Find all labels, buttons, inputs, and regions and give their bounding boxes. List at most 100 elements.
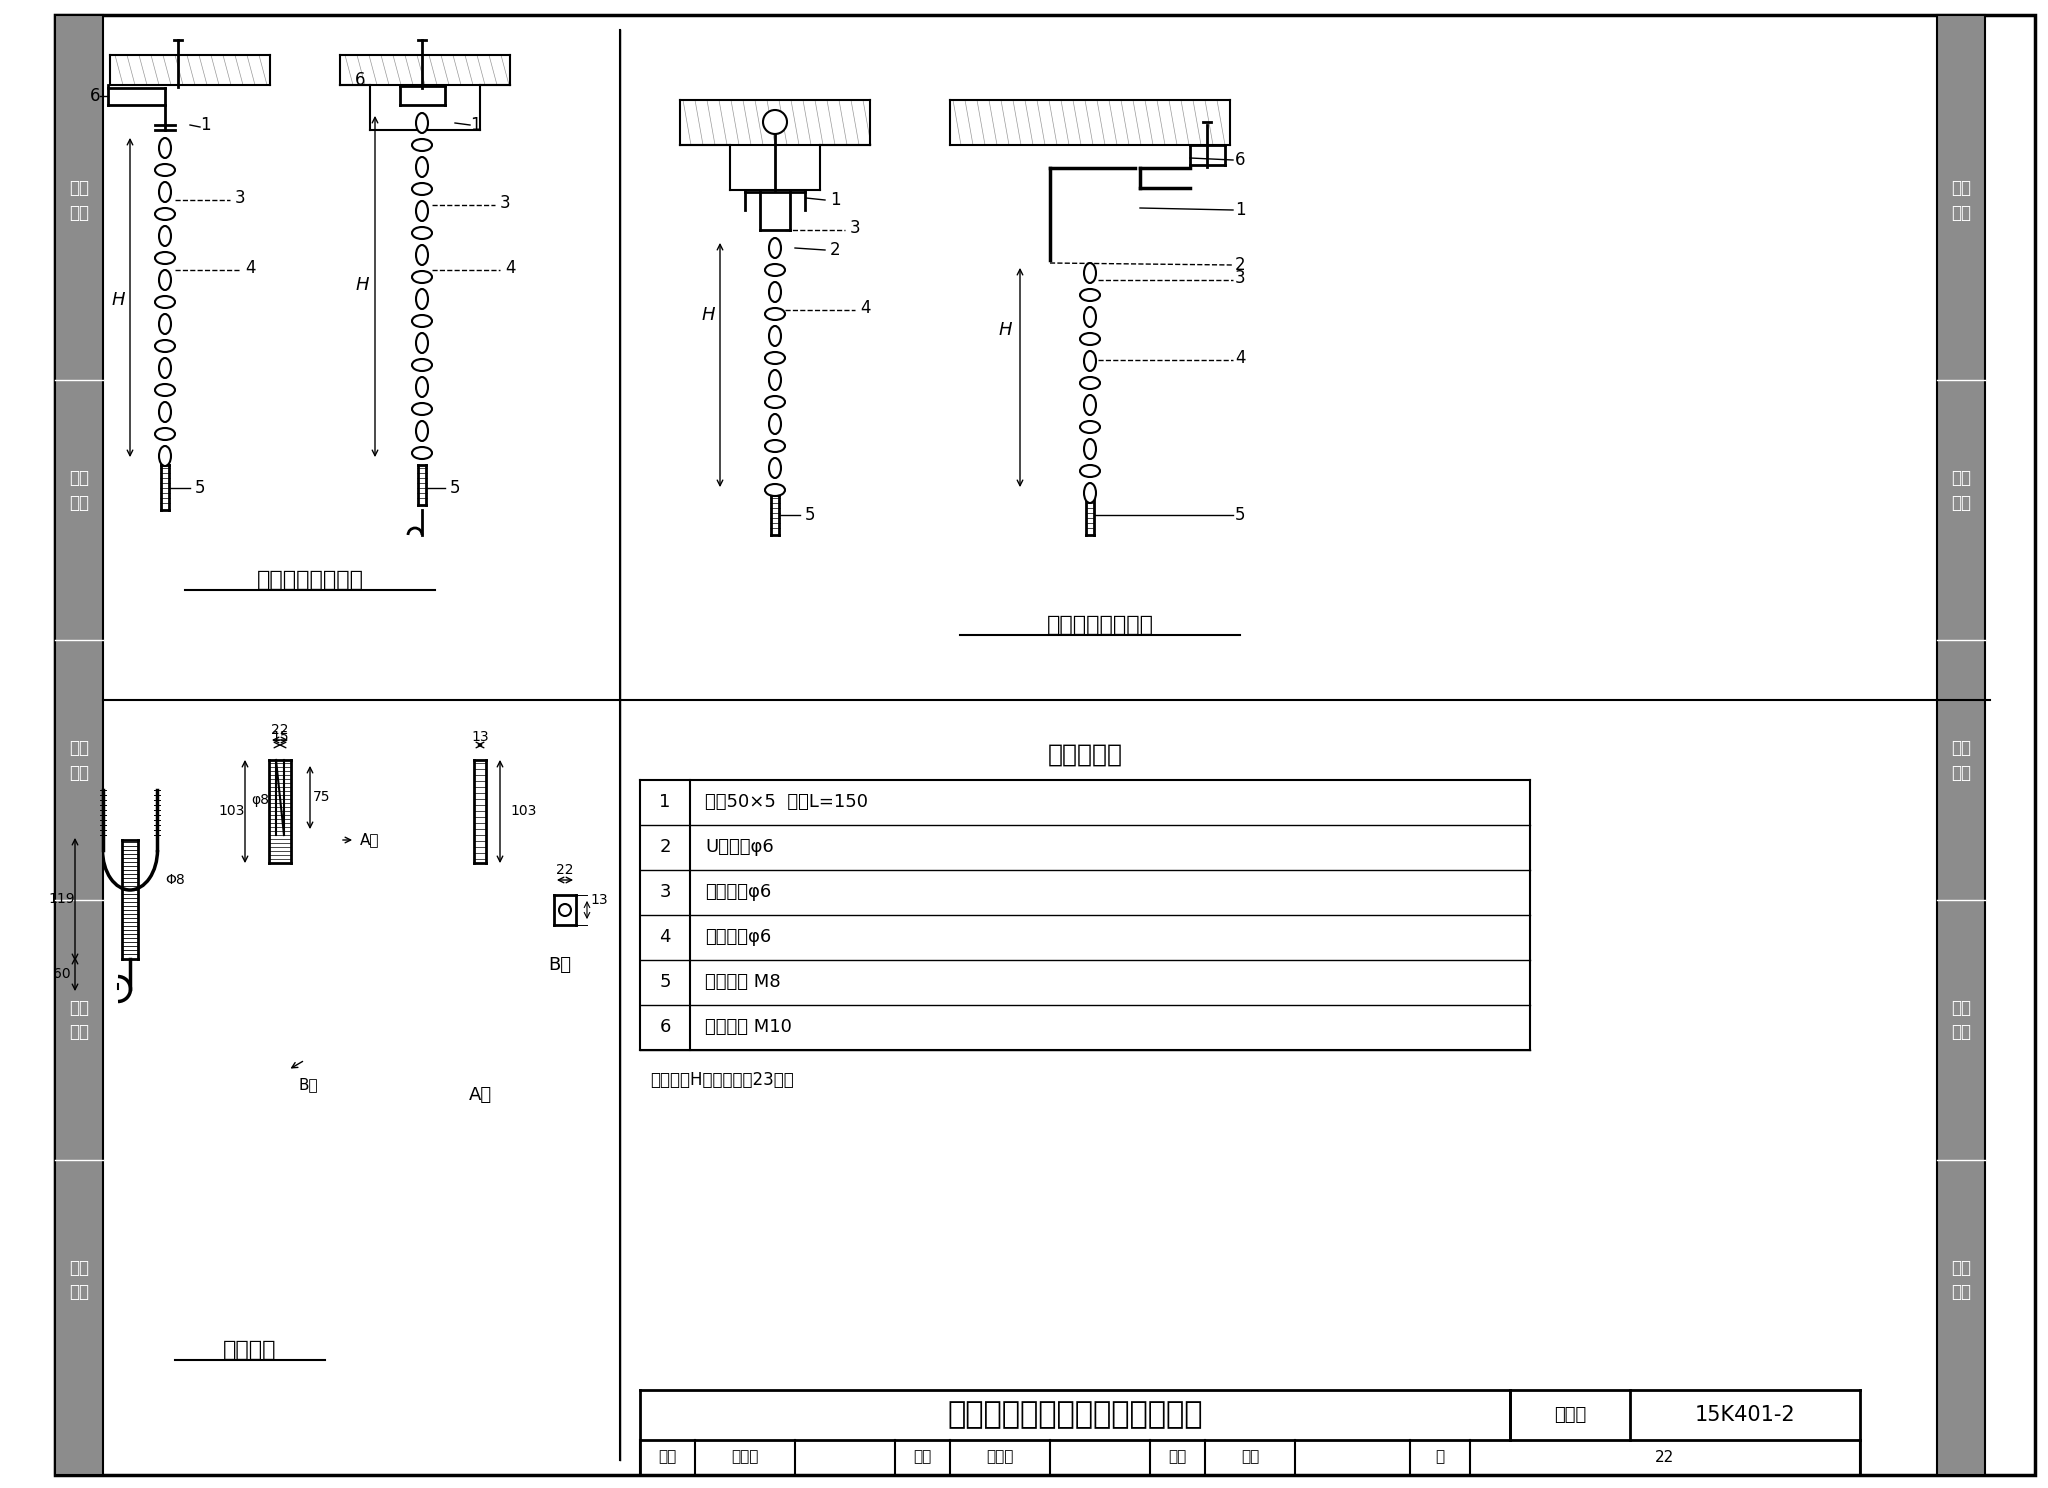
Text: 镀锌吊链φ6: 镀锌吊链φ6 [705, 929, 772, 946]
Ellipse shape [1083, 263, 1096, 283]
Text: 2: 2 [829, 241, 840, 259]
Ellipse shape [416, 246, 428, 265]
Text: 4: 4 [659, 929, 672, 946]
Ellipse shape [412, 271, 432, 283]
Circle shape [559, 905, 571, 917]
Ellipse shape [160, 402, 170, 423]
Ellipse shape [160, 446, 170, 466]
Text: 主要材料表: 主要材料表 [1047, 743, 1122, 766]
Text: 22: 22 [270, 723, 289, 737]
Text: 5: 5 [451, 479, 461, 497]
Ellipse shape [1079, 421, 1100, 433]
Bar [1937, 15, 1985, 1475]
Ellipse shape [160, 314, 170, 333]
Ellipse shape [416, 376, 428, 397]
Text: 混凝土梁悬挂方式: 混凝土梁悬挂方式 [1047, 615, 1153, 635]
Text: 液化
气站: 液化 气站 [1952, 738, 1970, 781]
Text: 6: 6 [354, 71, 365, 89]
Ellipse shape [768, 414, 780, 434]
Text: 5: 5 [805, 506, 815, 524]
Text: 1: 1 [659, 793, 670, 811]
Text: 5: 5 [195, 479, 205, 497]
Text: 15K401-2: 15K401-2 [1694, 1405, 1796, 1426]
Ellipse shape [156, 429, 174, 440]
Ellipse shape [1083, 351, 1096, 371]
Ellipse shape [1079, 289, 1100, 301]
Text: H: H [354, 275, 369, 295]
Ellipse shape [768, 326, 780, 347]
Ellipse shape [1083, 439, 1096, 458]
Bar [55, 15, 102, 1475]
Text: 3: 3 [659, 882, 672, 902]
Text: 2: 2 [659, 838, 672, 856]
Ellipse shape [1083, 307, 1096, 327]
Text: H: H [997, 321, 1012, 339]
Text: 103: 103 [219, 804, 246, 818]
Ellipse shape [766, 263, 784, 275]
Text: 胀锚螺栓 M10: 胀锚螺栓 M10 [705, 1018, 793, 1036]
Ellipse shape [766, 484, 784, 496]
Text: 5: 5 [659, 973, 672, 991]
Ellipse shape [766, 308, 784, 320]
Ellipse shape [416, 113, 428, 132]
Text: 2: 2 [1235, 256, 1245, 274]
Text: 校对: 校对 [913, 1449, 932, 1464]
Text: 3: 3 [236, 189, 246, 207]
Ellipse shape [412, 446, 432, 458]
Text: 6: 6 [659, 1018, 670, 1036]
Ellipse shape [156, 208, 174, 220]
Ellipse shape [156, 164, 174, 176]
Ellipse shape [160, 182, 170, 202]
Text: 电气
控制: 电气 控制 [1952, 998, 1970, 1042]
Text: 陈雷: 陈雷 [1241, 1449, 1260, 1464]
Text: 液化
气站: 液化 气站 [70, 738, 88, 781]
Ellipse shape [156, 384, 174, 396]
Ellipse shape [1079, 333, 1100, 345]
Text: 页: 页 [1436, 1449, 1444, 1464]
Ellipse shape [768, 283, 780, 302]
Text: H: H [700, 307, 715, 324]
Text: 施工
安装: 施工 安装 [1952, 469, 1970, 512]
Ellipse shape [768, 458, 780, 478]
Text: 5: 5 [1235, 506, 1245, 524]
Ellipse shape [766, 396, 784, 408]
Text: 注：尺寸H见本图集第23页。: 注：尺寸H见本图集第23页。 [649, 1071, 795, 1089]
Text: 张蔚东: 张蔚东 [731, 1449, 758, 1464]
Text: 75: 75 [313, 790, 330, 804]
Text: 设计
说明: 设计 说明 [70, 179, 88, 222]
Text: 3: 3 [1235, 269, 1245, 287]
Text: 镀锌卡扣φ6: 镀锌卡扣φ6 [705, 882, 772, 902]
Text: 中温辐射管悬挂吊链安装节点图: 中温辐射管悬挂吊链安装节点图 [948, 1400, 1202, 1430]
Ellipse shape [412, 138, 432, 150]
Text: 混凝土板悬挂方式: 混凝土板悬挂方式 [256, 570, 362, 591]
Ellipse shape [768, 238, 780, 257]
Text: 电气
控制: 电气 控制 [70, 998, 88, 1042]
Text: φ8: φ8 [252, 793, 268, 806]
Text: 15: 15 [270, 731, 289, 744]
Text: B向: B向 [299, 1077, 317, 1092]
Text: 图集号: 图集号 [1554, 1406, 1585, 1424]
Text: 设计: 设计 [1167, 1449, 1186, 1464]
Ellipse shape [766, 440, 784, 452]
Text: 6: 6 [90, 86, 100, 106]
Text: 角钢50×5  长度L=150: 角钢50×5 长度L=150 [705, 793, 868, 811]
Text: 1: 1 [469, 116, 481, 134]
Text: 103: 103 [510, 804, 537, 818]
Text: 设计
说明: 设计 说明 [1952, 179, 1970, 222]
Text: 4: 4 [506, 259, 516, 277]
Text: 1: 1 [201, 116, 211, 134]
Ellipse shape [156, 251, 174, 263]
Text: 施工
安装: 施工 安装 [70, 469, 88, 512]
Text: 4: 4 [1235, 350, 1245, 368]
Ellipse shape [160, 269, 170, 290]
Ellipse shape [1079, 464, 1100, 478]
Ellipse shape [412, 315, 432, 327]
Ellipse shape [416, 201, 428, 222]
Ellipse shape [1079, 376, 1100, 388]
Ellipse shape [160, 359, 170, 378]
Text: A向: A向 [469, 1086, 492, 1104]
Text: H: H [111, 292, 125, 310]
Ellipse shape [1083, 394, 1096, 415]
Text: 1: 1 [1235, 201, 1245, 219]
Ellipse shape [416, 333, 428, 353]
